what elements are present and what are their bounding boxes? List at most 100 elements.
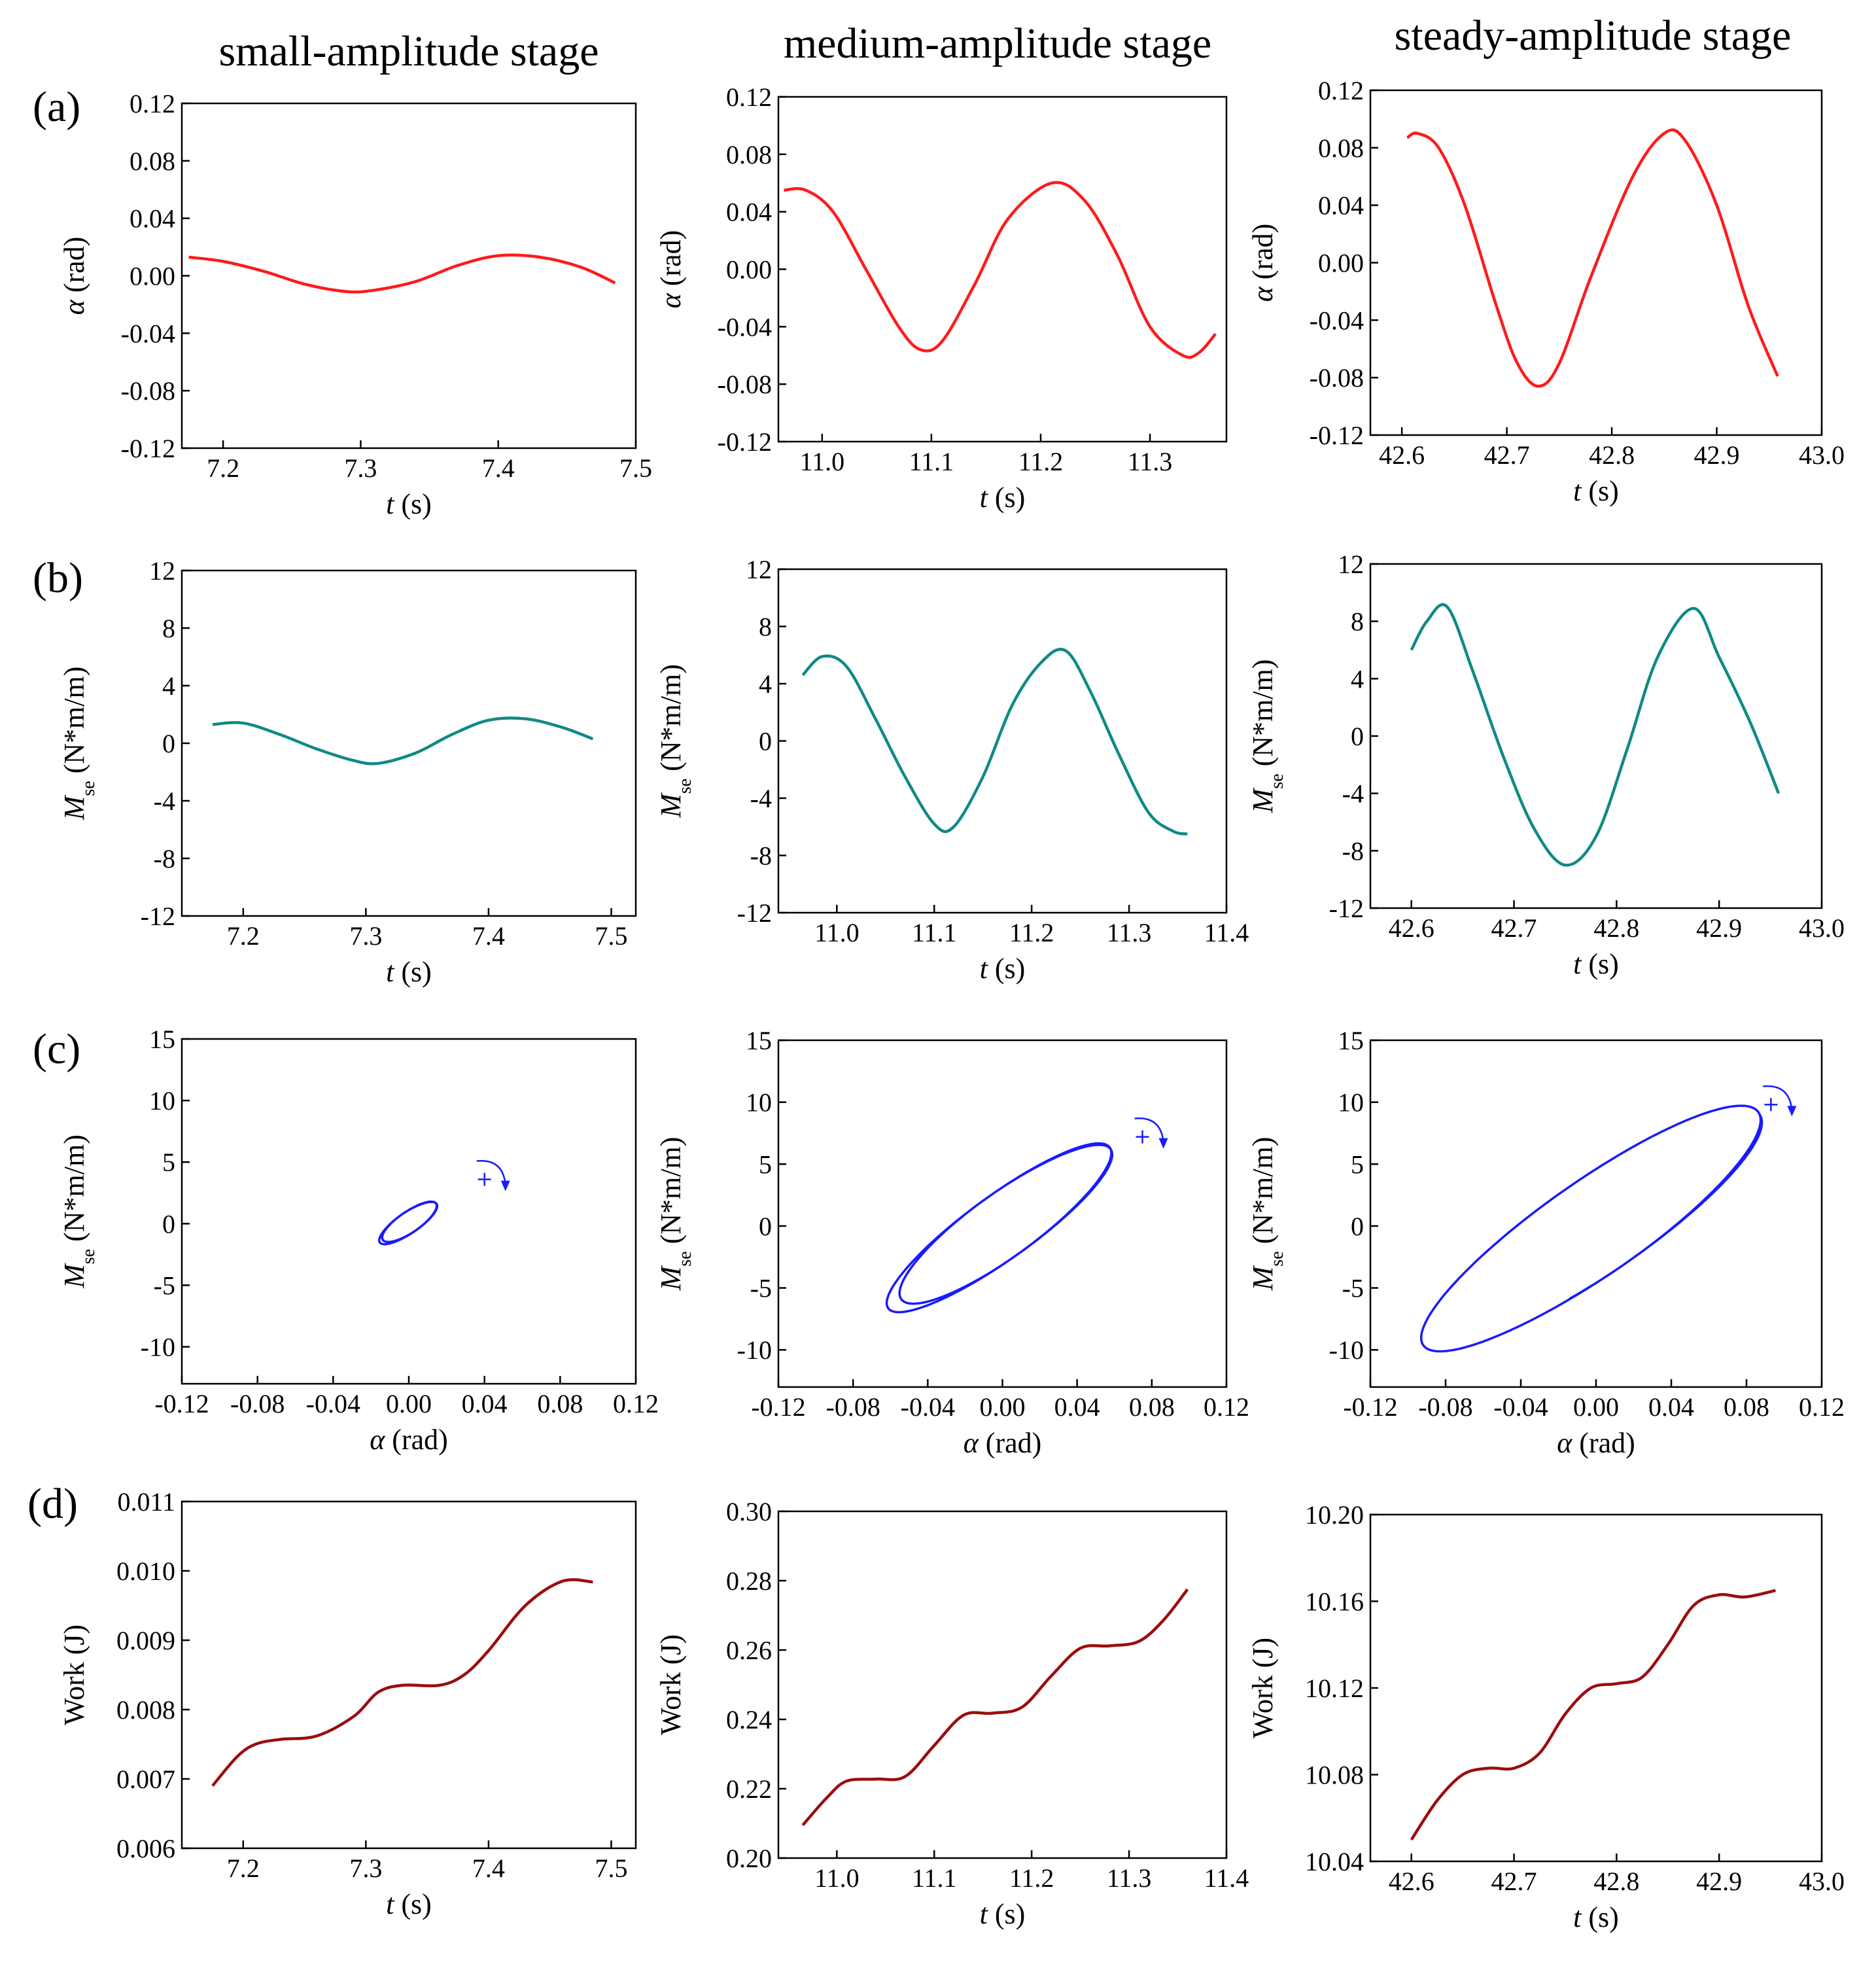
x-tick-label: -0.12	[1343, 1392, 1397, 1422]
y-tick-label: 0.12	[726, 82, 772, 112]
x-tick-label: 43.0	[1799, 913, 1845, 943]
y-tick-label: 8	[1351, 607, 1364, 637]
x-axis-symbol: t	[386, 956, 395, 988]
x-tick-label: 11.1	[909, 447, 954, 476]
y-tick-label: -8	[1342, 836, 1364, 866]
y-tick-label: 10.20	[1305, 1500, 1364, 1530]
x-tick-label: 11.1	[912, 918, 957, 947]
y-tick-label: 4	[1351, 664, 1364, 694]
y-tick-label: 0.010	[116, 1556, 175, 1586]
y-axis-label: α (rad)	[58, 237, 90, 315]
x-axis-label: α (rad)	[370, 1424, 448, 1456]
x-tick-label: -0.04	[1493, 1392, 1548, 1422]
y-tick-label: 15	[746, 1026, 772, 1055]
x-axis-symbol: t	[386, 1888, 395, 1920]
y-tick-label: 10.04	[1305, 1847, 1364, 1876]
x-axis-unit: (s)	[1581, 475, 1618, 507]
x-axis-symbol: α	[1557, 1427, 1572, 1459]
series-line-work	[1410, 1589, 1776, 1841]
arrow-head-icon	[1158, 1138, 1168, 1149]
y-tick-label: 0.011	[117, 1487, 175, 1517]
y-tick-label: -4	[154, 786, 175, 816]
y-tick-label: 0.00	[130, 262, 175, 291]
plot-frame	[1369, 1039, 1823, 1388]
y-tick-label: -10	[1329, 1335, 1364, 1365]
x-tick-label: 11.4	[1204, 1863, 1249, 1893]
plot-frame	[1369, 563, 1823, 909]
x-tick-label: 42.7	[1484, 440, 1530, 470]
x-axis-symbol: t	[980, 1898, 989, 1930]
y-tick-label: 0.04	[130, 204, 175, 234]
y-axis-label: Mse (N*m/m)	[58, 667, 99, 821]
y-tick-label: -5	[154, 1271, 175, 1300]
y-tick-label: -5	[750, 1274, 772, 1303]
x-tick-label: 11.2	[1018, 447, 1064, 476]
x-tick-label: 7.4	[472, 921, 505, 951]
x-axis-unit: (s)	[394, 488, 431, 520]
plot-frame	[181, 569, 637, 917]
y-tick-label: 8	[162, 614, 175, 643]
x-tick-label: 42.7	[1491, 913, 1537, 943]
y-tick-label: 10.08	[1305, 1761, 1364, 1790]
y-tick-label: -0.08	[121, 376, 175, 406]
x-tick-label: 42.7	[1491, 1867, 1537, 1896]
y-tick-label: 0	[759, 727, 772, 756]
chart-panel-b3: 42.6 42.7 42.8 42.9 43.0 -12 -8 -4 0 4 8 12 t (s) Mse…	[1247, 550, 1845, 980]
y-tick-label: 10	[149, 1086, 175, 1116]
y-tick-label: 0	[759, 1212, 772, 1241]
y-tick-label: -0.08	[718, 370, 772, 399]
plot-frame	[777, 1510, 1228, 1859]
x-tick-label: 7.5	[619, 453, 652, 483]
x-tick-label: 7.4	[482, 453, 515, 483]
series-line-alpha	[1406, 128, 1779, 388]
x-tick-label: 42.9	[1696, 1867, 1742, 1896]
column-title-steady: steady-amplitude stage	[1395, 12, 1792, 60]
y-tick-label: 0.12	[1318, 76, 1364, 105]
x-axis-unit: (s)	[988, 482, 1025, 514]
chart-panel-a1: 7.2 7.3 7.4 7.5 -0.12 -0.08 -0.04 0.00 0.04 0.08 0…	[58, 89, 652, 520]
x-tick-label: 42.6	[1389, 1867, 1434, 1896]
y-axis-label: Mse (N*m/m)	[1247, 659, 1287, 814]
x-tick-label: 11.3	[1107, 1863, 1152, 1893]
y-tick-label: -10	[737, 1335, 772, 1365]
x-tick-label: 42.9	[1696, 913, 1742, 943]
x-tick-label: 0.04	[1648, 1392, 1694, 1422]
x-tick-label: 11.1	[912, 1863, 957, 1893]
row-label-a: (a)	[33, 83, 80, 131]
y-tick-label: 10	[746, 1088, 772, 1117]
x-tick-label: 43.0	[1799, 1867, 1845, 1896]
chart-panel-d2: 11.0 11.1 11.2 11.3 11.4 0.20 0.22 0.24 0.26 0.28…	[655, 1497, 1249, 1930]
series-line-mse	[212, 716, 594, 765]
x-axis-unit: (s)	[1581, 1901, 1618, 1933]
y-tick-label: -12	[1329, 894, 1364, 923]
y-axis-label: Mse (N*m/m)	[655, 1137, 695, 1292]
x-tick-label: 0.00	[1573, 1392, 1619, 1422]
x-tick-label: 11.3	[1107, 918, 1152, 947]
y-tick-label: -8	[750, 841, 772, 871]
arrow-head-icon	[500, 1180, 510, 1191]
y-tick-label: 12	[1338, 550, 1364, 579]
x-axis-label: t (s)	[386, 488, 432, 520]
x-tick-label: -0.08	[826, 1392, 880, 1422]
hysteresis-loop	[1419, 1104, 1763, 1353]
y-tick-label: 15	[1338, 1026, 1364, 1055]
y-tick-label: 0.006	[116, 1834, 175, 1863]
column-title-small: small-amplitude stage	[218, 27, 599, 75]
x-tick-label: 7.3	[349, 1854, 382, 1883]
y-tick-label: 0.009	[116, 1626, 175, 1655]
x-tick-label: 7.5	[595, 921, 627, 951]
clockwise-arrow-icon	[1134, 1117, 1164, 1142]
plot-frame	[777, 1039, 1228, 1388]
arrow-head-icon	[1787, 1106, 1797, 1117]
chart-panel-c3: -0.12 -0.08 -0.04 0.00 0.04 0.08 0.12 -10 -5 0 5 10…	[1247, 1026, 1845, 1459]
y-axis-label: Work (J)	[58, 1625, 90, 1725]
y-tick-label: 5	[759, 1150, 772, 1179]
x-tick-label: -0.08	[1418, 1392, 1472, 1422]
chart-panel-d3: 42.6 42.7 42.8 42.9 43.0 10.04 10.08 10.12 10.16…	[1247, 1500, 1845, 1933]
y-axis-label: Mse (N*m/m)	[655, 664, 695, 818]
y-tick-label: 0.28	[726, 1566, 772, 1596]
x-tick-label: 42.9	[1694, 440, 1740, 470]
y-tick-label: -0.12	[1310, 421, 1364, 450]
hysteresis-loop	[377, 1200, 439, 1246]
x-tick-label: 7.2	[227, 1854, 260, 1883]
